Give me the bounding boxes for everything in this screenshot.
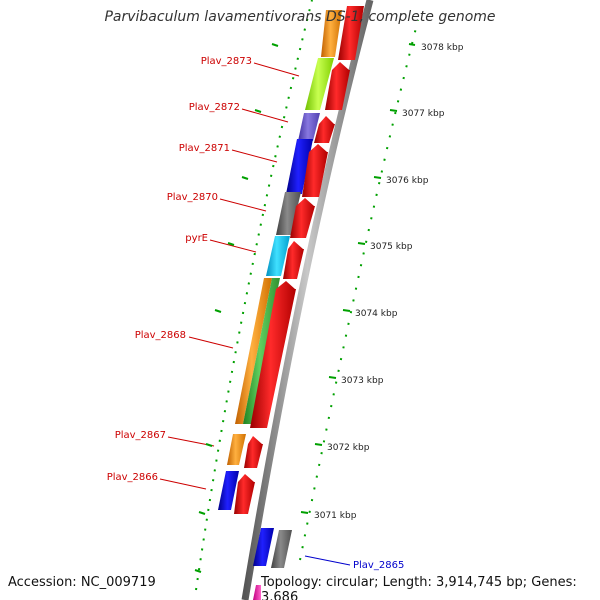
cds-gray-2865[interactable] — [271, 530, 292, 568]
feature-cyan-pyrE[interactable] — [266, 236, 290, 276]
scale-label: 3076 kbp — [386, 176, 429, 186]
scale-label: 3071 kbp — [314, 511, 357, 521]
gene-labels: Plav_2873 Plav_2872 Plav_2871 Plav_2870 … — [107, 56, 405, 571]
leader-plav-2866 — [159, 478, 207, 490]
cds-arrow-2872[interactable] — [314, 116, 335, 143]
feature-blue-2866[interactable] — [218, 471, 239, 510]
genome-backbone — [241, 0, 374, 600]
leader-plav-2865 — [304, 555, 351, 566]
feature-gray-2870[interactable] — [276, 192, 301, 235]
leader-plav-2868 — [188, 336, 234, 349]
leader-lines — [159, 62, 351, 566]
gene-label-plav-2871[interactable]: Plav_2871 — [179, 143, 230, 154]
feature-blue-2871[interactable] — [286, 139, 313, 194]
cds-arrow-2871[interactable] — [302, 144, 328, 197]
feature-orange-top[interactable] — [321, 10, 342, 57]
gene-label-plav-2873[interactable]: Plav_2873 — [201, 56, 252, 67]
gene-label-pyrE[interactable]: pyrE — [185, 233, 208, 244]
leader-plav-2872 — [241, 108, 289, 123]
scale-label: 3072 kbp — [327, 443, 370, 453]
scale-label: 3077 kbp — [402, 109, 445, 119]
scale-label: 3075 kbp — [370, 242, 413, 252]
scale-labels: 3078 kbp 3077 kbp 3076 kbp 3075 kbp 3074… — [314, 43, 464, 521]
cds-arrow-top[interactable] — [338, 6, 364, 60]
cds-arrow-2866[interactable] — [234, 474, 255, 514]
feature-green-2868[interactable] — [243, 278, 280, 424]
outer-tick-guide — [299, 19, 419, 561]
cds-arrow-2867[interactable] — [244, 436, 263, 468]
scale-label: 3073 kbp — [341, 376, 384, 386]
feature-lime[interactable] — [305, 58, 334, 110]
gene-label-plav-2872[interactable]: Plav_2872 — [189, 102, 240, 113]
gene-label-plav-2866[interactable]: Plav_2866 — [107, 472, 158, 483]
cds-arrow-2870[interactable] — [290, 198, 315, 238]
leader-pyrE — [209, 239, 257, 253]
feature-orange-2868[interactable] — [235, 278, 272, 424]
scale-label: 3078 kbp — [421, 43, 464, 53]
gene-label-plav-2867[interactable]: Plav_2867 — [115, 430, 166, 441]
feature-orange-2867[interactable] — [227, 434, 246, 465]
cds-arrow-2868[interactable] — [250, 281, 296, 428]
cds-arrow-pyrE[interactable] — [283, 241, 304, 279]
genome-title: Parvibaculum lavamentivorans DS-1, compl… — [104, 9, 496, 25]
gene-label-plav-2868[interactable]: Plav_2868 — [135, 330, 186, 341]
scale-label: 3074 kbp — [355, 309, 398, 319]
feature-track — [218, 10, 342, 600]
accession-text: Accession: NC_009719 — [8, 575, 156, 590]
feature-purple[interactable] — [298, 113, 320, 141]
gene-label-plav-2870[interactable]: Plav_2870 — [167, 192, 218, 203]
leader-plav-2873 — [253, 62, 300, 77]
feature-blue-2865[interactable] — [253, 528, 274, 566]
topology-text: Topology: circular; Length: 3,914,745 bp… — [261, 575, 600, 600]
scale-ticks — [194, 43, 416, 573]
cds-track — [234, 6, 364, 600]
leader-plav-2871 — [231, 149, 278, 163]
gene-label-plav-2865[interactable]: Plav_2865 — [353, 560, 404, 571]
cds-arrow-2873[interactable] — [325, 62, 350, 110]
leader-plav-2870 — [219, 198, 267, 212]
